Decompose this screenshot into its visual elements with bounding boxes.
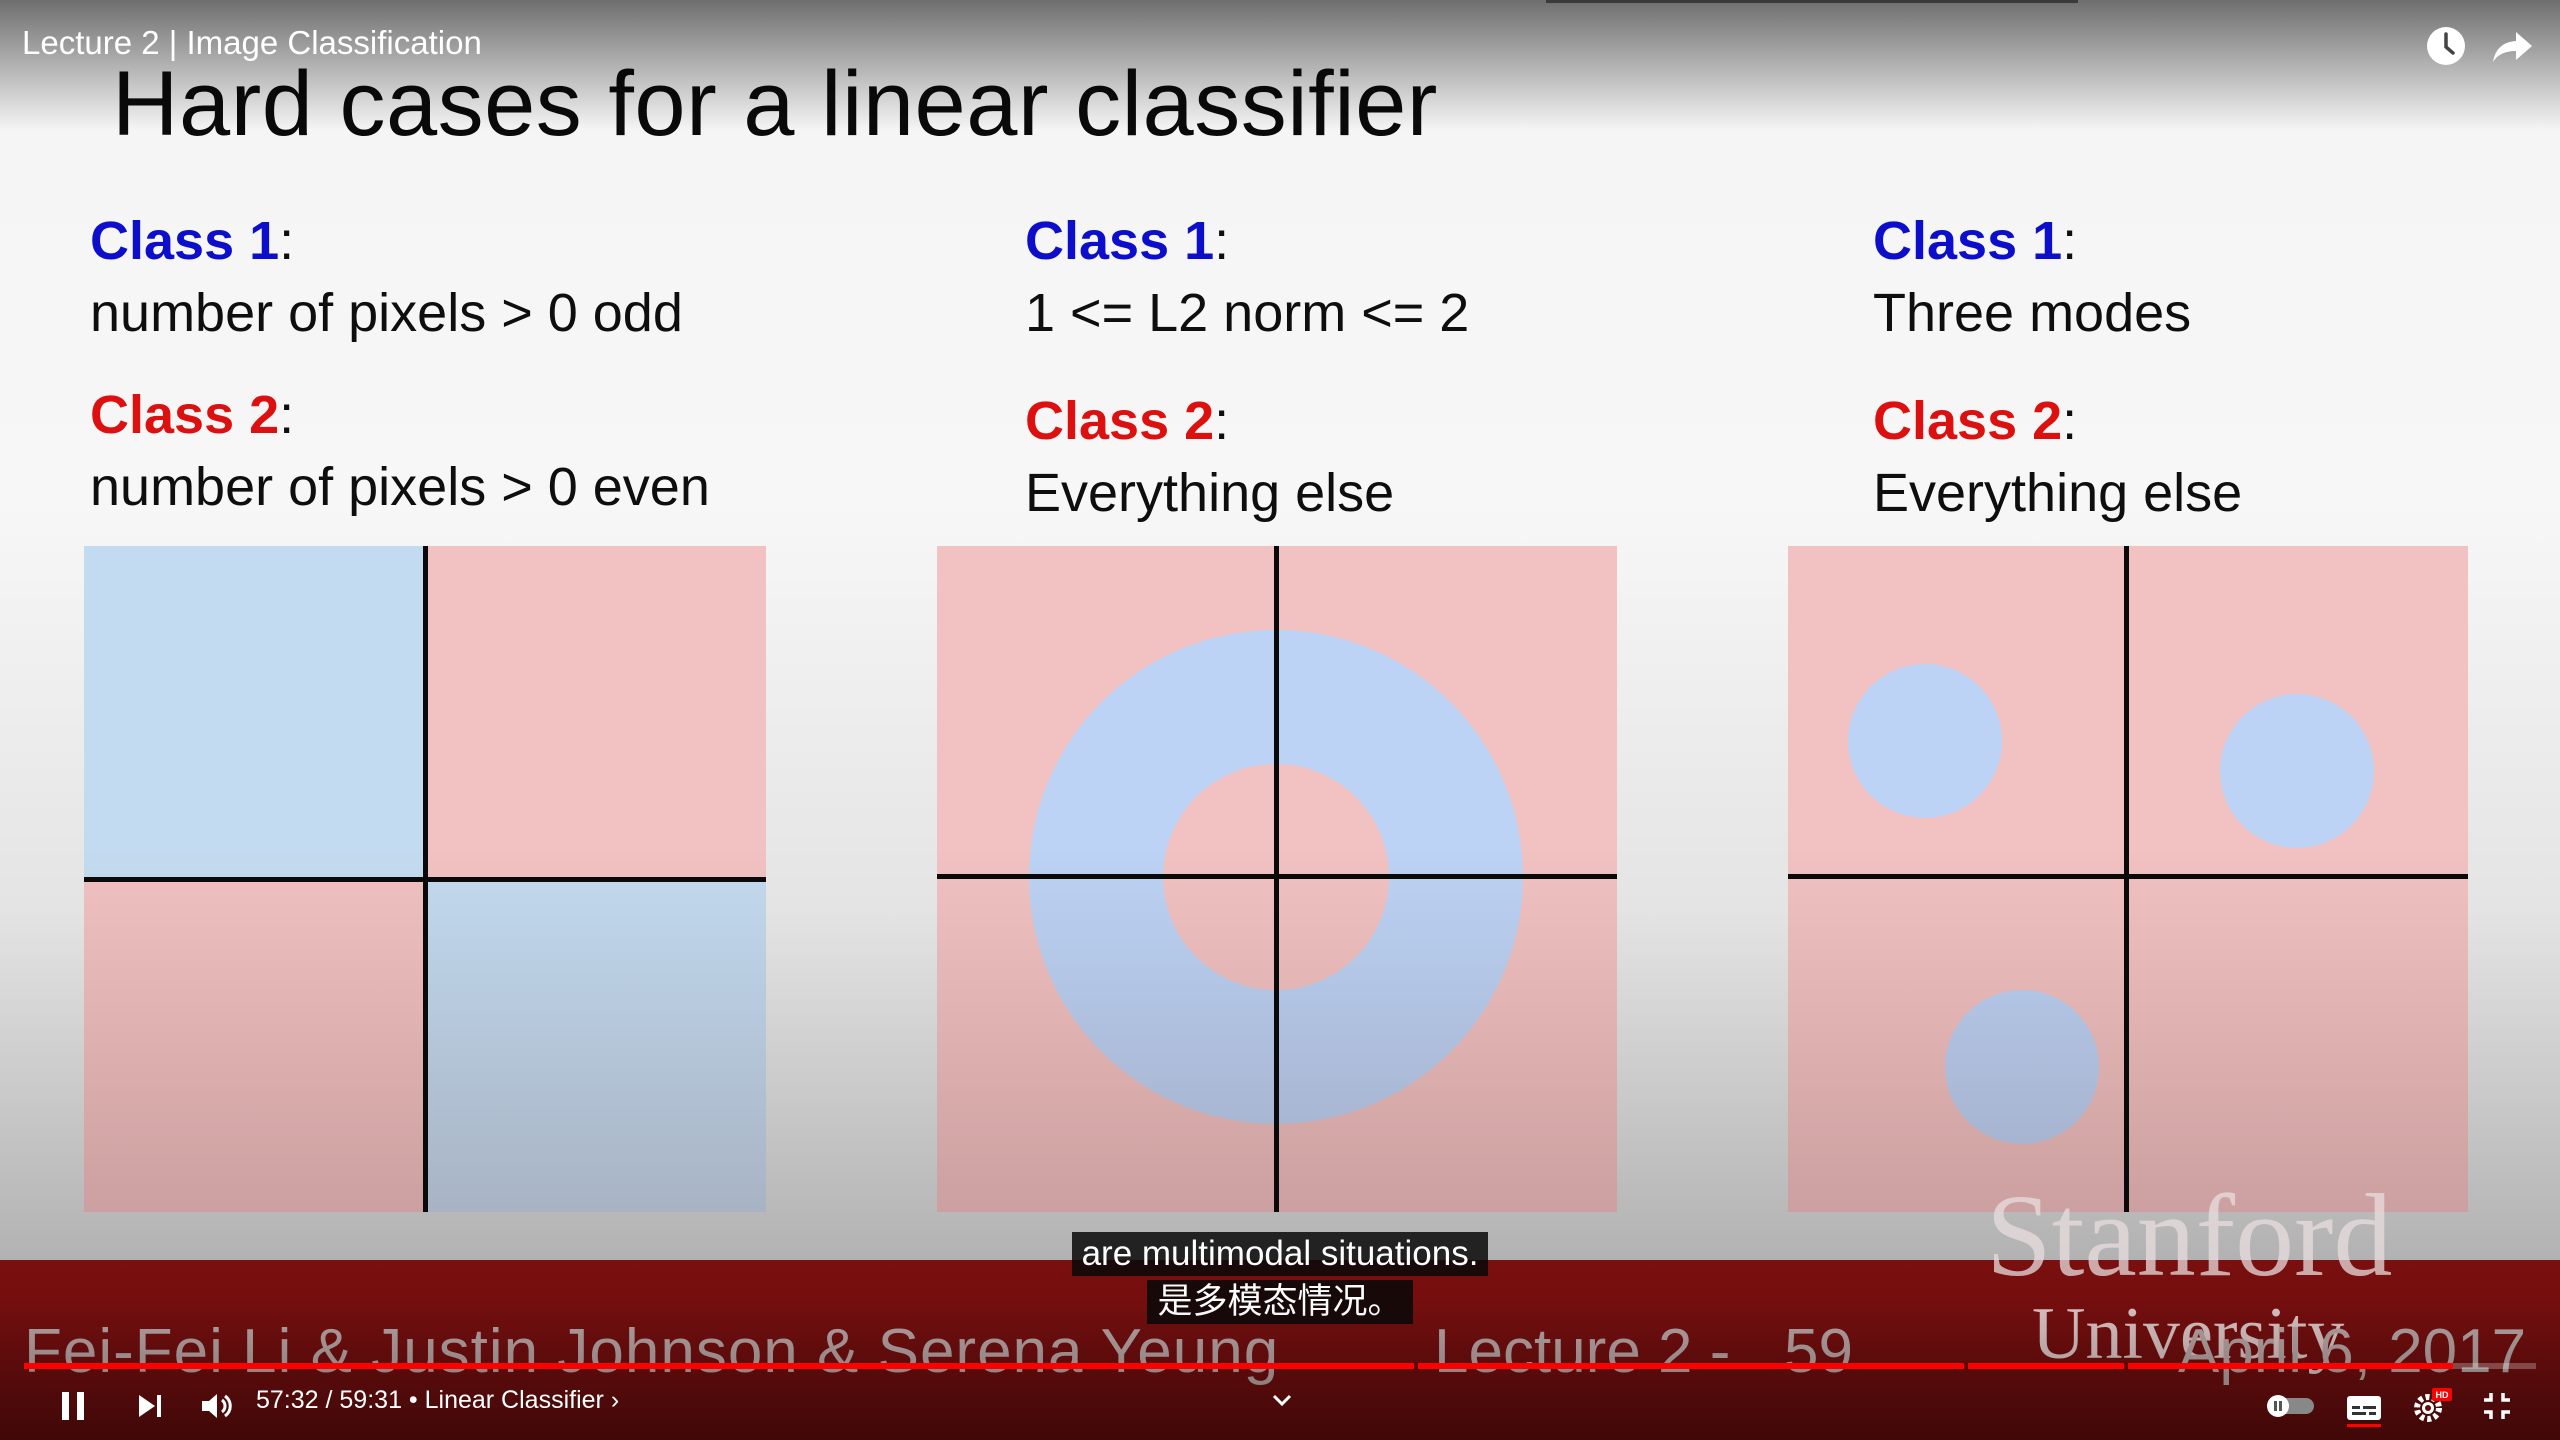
settings-button[interactable]: HD	[2408, 1384, 2456, 1428]
next-icon	[139, 1395, 161, 1417]
x-axis	[937, 874, 1617, 879]
slide-date: April 6, 2017	[2178, 1316, 2526, 1387]
class2-description: Everything else	[1025, 463, 1395, 523]
mode-1-region	[1848, 664, 2002, 818]
y-axis	[1274, 546, 1279, 1212]
slide-number: 59	[1784, 1316, 1853, 1387]
clock-icon[interactable]	[2422, 22, 2470, 70]
chapter-marker	[2124, 1363, 2128, 1369]
parity-diagram	[84, 546, 766, 1212]
class1-label: Class 1	[90, 211, 280, 271]
case-column-1: Class 1: number of pixels > 0 odd Class …	[90, 205, 710, 523]
class1-description: number of pixels > 0 odd	[90, 283, 683, 343]
pause-icon	[62, 1392, 84, 1420]
stanford-logo-text: Stanford	[1986, 1170, 2393, 1301]
controls-overlay	[0, 1300, 2560, 1440]
three-modes-diagram	[1788, 546, 2468, 1212]
blue-region-q2	[84, 546, 425, 879]
volume-icon	[202, 1394, 232, 1418]
chevron-down-icon[interactable]	[1270, 1388, 1294, 1417]
mode-2-region	[2220, 694, 2374, 848]
pause-button[interactable]	[52, 1386, 94, 1426]
class2-description: Everything else	[1873, 463, 2243, 523]
progress-played	[24, 1363, 2454, 1369]
exit-fullscreen-button[interactable]	[2476, 1386, 2518, 1426]
video-title[interactable]: Lecture 2 | Image Classification	[22, 24, 482, 61]
case-column-2: Class 1: 1 <= L2 norm <= 2 Class 2: Ever…	[1025, 205, 1469, 529]
slide-lecture-label: Lecture 2 -	[1434, 1316, 1730, 1387]
annulus-diagram	[937, 546, 1617, 1212]
top-overlay	[0, 0, 2560, 130]
class2-label: Class 2	[1025, 391, 1215, 451]
blue-region-q4	[425, 879, 766, 1212]
class2-label: Class 2	[90, 385, 280, 445]
autoplay-toggle[interactable]	[2264, 1392, 2318, 1420]
class1-label: Class 1	[1873, 211, 2063, 271]
x-axis	[84, 877, 766, 882]
class1-description: Three modes	[1873, 283, 2192, 343]
exit-fullscreen-icon	[2484, 1393, 2510, 1419]
university-logo-text: University	[2032, 1292, 2344, 1377]
settings-icon: HD	[2414, 1388, 2452, 1422]
caption-line-en: are multimodal situations.	[0, 1232, 2560, 1276]
subtitles-button[interactable]	[2342, 1386, 2386, 1430]
progress-bar[interactable]	[24, 1363, 2536, 1369]
chapter-title[interactable]: • Linear Classifier	[408, 1386, 604, 1414]
share-icon[interactable]	[2488, 22, 2536, 70]
top-strip	[1546, 0, 2078, 3]
hd-badge: HD	[2436, 1390, 2449, 1400]
chapter-marker	[1964, 1363, 1968, 1369]
subtitles-icon	[2347, 1396, 2381, 1427]
x-axis	[1788, 874, 2468, 879]
volume-button[interactable]	[196, 1386, 236, 1426]
caption-en-text: are multimodal situations.	[1071, 1232, 1489, 1276]
class2-label: Class 2	[1873, 391, 2063, 451]
class2-description: number of pixels > 0 even	[90, 457, 710, 517]
caption-line-zh: 是多模态情况。	[0, 1280, 2560, 1324]
mode-3-region	[1945, 990, 2099, 1144]
chapter-marker	[1414, 1363, 1418, 1369]
case-column-3: Class 1: Three modes Class 2: Everything…	[1873, 205, 2242, 529]
chapter-chevron-icon[interactable]: ›	[610, 1386, 620, 1414]
current-time: 57:32	[256, 1386, 319, 1414]
caption-zh-text: 是多模态情况。	[1147, 1280, 1413, 1324]
slide-authors: Fei-Fei Li & Justin Johnson & Serena Yeu…	[24, 1316, 1279, 1387]
duration: 59:31	[339, 1386, 402, 1414]
next-button[interactable]	[130, 1388, 170, 1424]
class1-description: 1 <= L2 norm <= 2	[1025, 283, 1470, 343]
y-axis	[2124, 546, 2129, 1212]
lecture-slide: Hard cases for a linear classifier Class…	[0, 0, 2560, 1260]
class1-label: Class 1	[1025, 211, 1215, 271]
time-display[interactable]: 57:32 / 59:31 • Linear Classifier ›	[256, 1386, 620, 1414]
